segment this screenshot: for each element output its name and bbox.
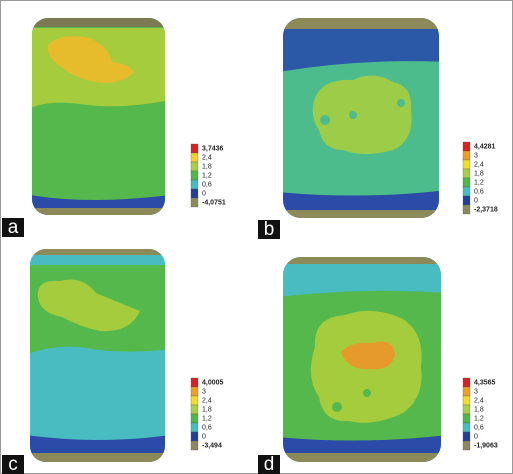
legend: 4,3565 3 2,4 1,8 1,2 0,6 0 -1,9063 [462,377,498,451]
legend-label: 0,6 [474,188,484,195]
legend-swatch [462,195,471,206]
legend-swatch [190,395,199,406]
legend-label: 1,8 [474,406,484,413]
legend-swatch [190,386,199,397]
legend-label: 0,6 [202,424,212,431]
panel-c [30,249,165,462]
legend-swatch [190,197,199,208]
legend-label: 2,4 [474,161,484,168]
legend-swatch [462,204,471,215]
legend-swatch [462,150,471,161]
legend-label: 1,8 [202,163,212,170]
surface-map [283,257,441,462]
legend-swatch [190,170,199,181]
legend-swatch [462,413,471,424]
legend-swatch [190,431,199,442]
legend-label: 4,0005 [202,379,224,386]
legend-swatch [190,404,199,415]
legend-label: 0,6 [474,424,484,431]
legend-swatch [190,161,199,172]
legend-swatch [462,386,471,397]
panel-label-box [2,218,24,237]
panel-label-box [258,220,280,239]
legend-label: 0,6 [202,181,212,188]
legend-swatch [462,431,471,442]
panel-label: c [8,454,18,474]
legend-swatch [462,141,471,152]
legend-label: 0 [202,433,206,440]
surface-map [30,249,165,462]
legend-label: -4,0751 [202,199,226,206]
legend-swatch [190,422,199,433]
legend-label: 2,4 [474,397,484,404]
panel-d [283,257,441,462]
legend-label: -3,494 [202,442,222,449]
legend-label: 4,4281 [474,143,496,150]
panel-label: d [264,454,275,474]
panel-a [32,18,165,215]
panel-b [283,18,439,218]
legend-swatch [190,179,199,190]
panel-label: b [264,219,275,240]
legend-swatch [190,377,199,388]
legend-label: 0 [474,197,478,204]
legend-swatch [462,395,471,406]
legend-label: 1,2 [474,415,484,422]
legend-swatch [190,440,199,451]
legend-swatch [462,168,471,179]
legend-swatch [462,186,471,197]
legend-swatch [462,159,471,170]
panel-label-box [2,455,24,474]
legend-label: -2,3718 [474,206,498,213]
legend-swatch [462,440,471,451]
legend-swatch [190,143,199,154]
legend-swatch [190,188,199,199]
legend-label: 3 [202,388,206,395]
legend-label: 0 [202,190,206,197]
legend-swatch [190,152,199,163]
panel-label-box [258,455,280,474]
legend-label: 3,7436 [202,145,224,152]
surface-map [283,18,439,218]
legend-label: -1,9063 [474,442,498,449]
legend-swatch [190,413,199,424]
legend-label: 1,8 [202,406,212,413]
legend: 4,0005 3 2,4 1,8 1,2 0,6 0 -3,494 [190,377,224,451]
legend-label: 3 [474,152,478,159]
legend-label: 2,4 [202,397,212,404]
legend-label: 1,2 [202,172,212,179]
legend-label: 1,2 [474,179,484,186]
legend-label: 4,3565 [474,379,496,386]
legend-label: 3 [474,388,478,395]
legend: 3,7436 2,4 1,8 1,2 0,6 0 -4,0751 [190,143,226,208]
legend: 4,4281 3 2,4 1,8 1,2 0,6 0 -2,3718 [462,141,498,215]
panel-label: a [8,217,19,238]
legend-swatch [462,404,471,415]
legend-label: 2,4 [202,154,212,161]
legend-swatch [462,377,471,388]
legend-label: 1,2 [202,415,212,422]
surface-map [32,18,165,215]
legend-swatch [462,422,471,433]
legend-label: 0 [474,433,478,440]
legend-swatch [462,177,471,188]
legend-label: 1,8 [474,170,484,177]
